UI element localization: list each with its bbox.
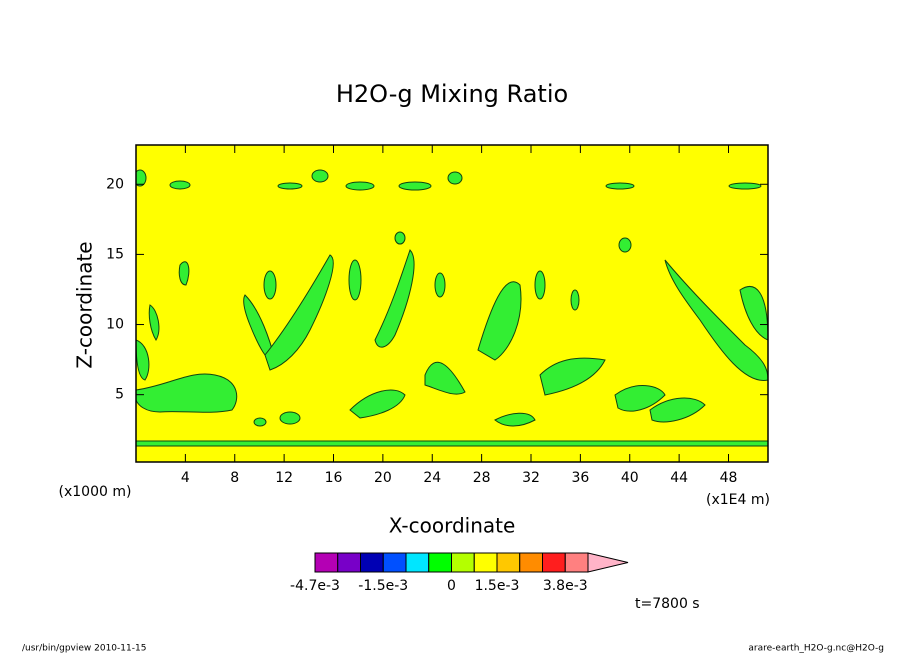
blob [311, 169, 329, 183]
time-label: t=7800 s [635, 596, 700, 612]
colorbar-label: -4.7e-3 [290, 578, 340, 594]
chart-title: H2O-g Mixing Ratio [336, 80, 568, 108]
blob [570, 289, 580, 311]
colorbar-segment [564, 552, 589, 573]
contour-blobs [136, 169, 768, 447]
y-unit: (x1E4 m) [706, 492, 770, 508]
blob [398, 181, 432, 191]
x-tick-label: 12 [275, 470, 293, 486]
colorbar-segment [360, 552, 384, 573]
colorbar-extend [587, 552, 629, 573]
x-tick-label: 24 [423, 470, 441, 486]
x-tick-label: 44 [670, 470, 688, 486]
blob [243, 294, 276, 362]
blob [263, 270, 277, 300]
colorbar-label: 1.5e-3 [475, 578, 520, 594]
colorbar-label: 3.8e-3 [543, 578, 588, 594]
colorbar-segment [473, 552, 498, 573]
colorbar-segment [314, 552, 339, 573]
blob [349, 389, 406, 419]
blob [253, 417, 267, 427]
y-tick-label: 20 [106, 176, 124, 192]
y-tick-label: 5 [115, 387, 124, 403]
blob [447, 171, 463, 185]
blob [539, 357, 606, 396]
blob [649, 397, 706, 423]
blob [394, 231, 406, 245]
y-tick-label: 15 [106, 246, 124, 262]
blob [178, 261, 190, 286]
x-unit: (x1000 m) [59, 484, 132, 500]
blob [279, 411, 301, 425]
x-tick-label: 8 [230, 470, 239, 486]
blob [614, 385, 666, 412]
footer-right: arare-earth_H2O-g.nc@H2O-g [748, 644, 884, 654]
colorbar-label: 0 [447, 578, 456, 594]
colorbar-segment [542, 552, 566, 573]
colorbar-label: -1.5e-3 [358, 578, 408, 594]
blob [434, 272, 446, 298]
blob [534, 270, 546, 300]
blob [136, 169, 147, 187]
x-tick-label: 16 [325, 470, 343, 486]
colorbar-segment [337, 552, 361, 573]
x-tick-label: 40 [621, 470, 639, 486]
x-tick-label: 36 [571, 470, 589, 486]
plot-frame [135, 144, 769, 463]
blob [136, 373, 238, 413]
x-tick-label: 28 [473, 470, 491, 486]
colorbar-segment [496, 552, 521, 573]
colorbar-segment [519, 552, 543, 573]
blob [424, 361, 466, 395]
x-axis-label: X-coordinate [389, 514, 516, 538]
blob [477, 281, 522, 361]
blob [494, 412, 536, 427]
blob [605, 182, 635, 190]
x-tick-label: 4 [181, 470, 190, 486]
blob [345, 181, 375, 191]
blob [148, 304, 160, 341]
x-tick-label: 20 [374, 470, 392, 486]
colorbar-segment [451, 552, 475, 573]
blob [136, 440, 768, 447]
blob [348, 259, 362, 301]
footer-left: /usr/bin/gpview 2010-11-15 [22, 644, 146, 654]
colorbar-segment [405, 552, 430, 573]
blob [618, 237, 632, 253]
y-tick-label: 10 [106, 317, 124, 333]
blob [277, 182, 303, 190]
blob [728, 182, 762, 190]
blob [374, 249, 415, 348]
x-tick-label: 48 [720, 470, 738, 486]
x-tick-label: 32 [522, 470, 540, 486]
colorbar-segment [428, 552, 452, 573]
blob [169, 180, 191, 190]
y-axis-label: Z-coordinate [73, 241, 97, 368]
colorbar-segment [382, 552, 407, 573]
blob [264, 254, 334, 371]
